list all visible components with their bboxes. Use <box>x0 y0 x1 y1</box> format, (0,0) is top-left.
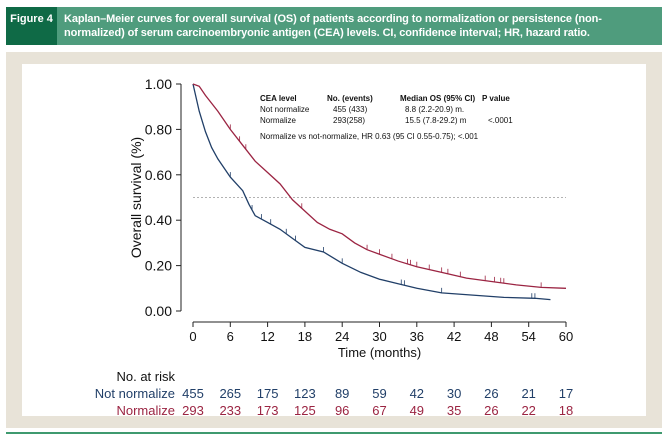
risk-count: 96 <box>335 403 349 418</box>
legend-cell: <.0001 <box>488 116 513 125</box>
risk-row-label: Normalize <box>116 403 175 418</box>
risk-count: 49 <box>410 403 424 418</box>
x-tick-label: 6 <box>227 329 234 344</box>
risk-count: 123 <box>294 386 316 401</box>
risk-count: 21 <box>521 386 535 401</box>
survival-curve-not-normalize <box>192 83 551 301</box>
risk-count: 175 <box>257 386 279 401</box>
legend-header: Median OS (95% CI) <box>400 94 475 103</box>
risk-count: 455 <box>182 386 204 401</box>
risk-count: 42 <box>410 386 424 401</box>
risk-count: 30 <box>447 386 461 401</box>
risk-count: 125 <box>294 403 316 418</box>
legend-header: P value <box>482 94 510 103</box>
risk-count: 293 <box>182 403 204 418</box>
chart-panel <box>22 64 646 416</box>
figure-label: Figure 4 <box>6 7 57 45</box>
x-tick-label: 30 <box>372 329 386 344</box>
risk-count: 67 <box>372 403 386 418</box>
legend-cell: Normalize <box>260 116 297 125</box>
y-tick-label: 0.00 <box>145 303 172 319</box>
legend-header: CEA level <box>260 94 297 103</box>
y-tick-label: 0.40 <box>145 212 172 228</box>
bottom-rule <box>6 432 662 434</box>
risk-count: 22 <box>521 403 535 418</box>
risk-count: 173 <box>257 403 279 418</box>
x-tick-label: 36 <box>410 329 424 344</box>
y-tick-label: 1.00 <box>145 76 172 92</box>
legend-header: No. (events) <box>327 94 373 103</box>
y-axis-title: Overall survival (%) <box>128 137 144 258</box>
risk-count: 59 <box>372 386 386 401</box>
y-tick-label: 0.20 <box>145 258 172 274</box>
figure-caption: Kaplan–Meier curves for overall survival… <box>64 13 602 39</box>
x-tick-label: 12 <box>260 329 274 344</box>
x-tick-label: 60 <box>559 329 573 344</box>
legend-cell: 15.5 (7.8-29.2) m <box>405 116 467 125</box>
x-axis-title: Time (months) <box>338 345 421 360</box>
legend-cell: 293(258) <box>333 116 365 125</box>
hr-annotation: Normalize vs not-normalize, HR 0.63 (95 … <box>260 132 479 141</box>
risk-count: 18 <box>559 403 573 418</box>
survival-curve-normalize <box>192 83 567 289</box>
risk-count: 233 <box>219 403 241 418</box>
y-tick-label: 0.80 <box>145 121 172 137</box>
x-tick-label: 24 <box>335 329 349 344</box>
risk-count: 17 <box>559 386 573 401</box>
y-tick-label: 0.60 <box>145 167 172 183</box>
risk-count: 265 <box>219 386 241 401</box>
risk-count: 89 <box>335 386 349 401</box>
x-tick-label: 0 <box>189 329 196 344</box>
x-tick-label: 48 <box>484 329 498 344</box>
risk-count: 26 <box>484 386 498 401</box>
legend-cell: 8.8 (2.2-20.9) m. <box>405 105 464 114</box>
x-tick-label: 54 <box>521 329 535 344</box>
x-tick-label: 42 <box>447 329 461 344</box>
risk-table-title: No. at risk <box>116 369 175 384</box>
x-tick-label: 18 <box>298 329 312 344</box>
figure-header: Figure 4 Kaplan–Meier curves for overall… <box>6 7 662 45</box>
risk-count: 35 <box>447 403 461 418</box>
legend-cell: Not normalize <box>260 105 310 114</box>
risk-row-label: Not normalize <box>95 386 175 401</box>
legend-cell: 455 (433) <box>333 105 368 114</box>
risk-count: 26 <box>484 403 498 418</box>
